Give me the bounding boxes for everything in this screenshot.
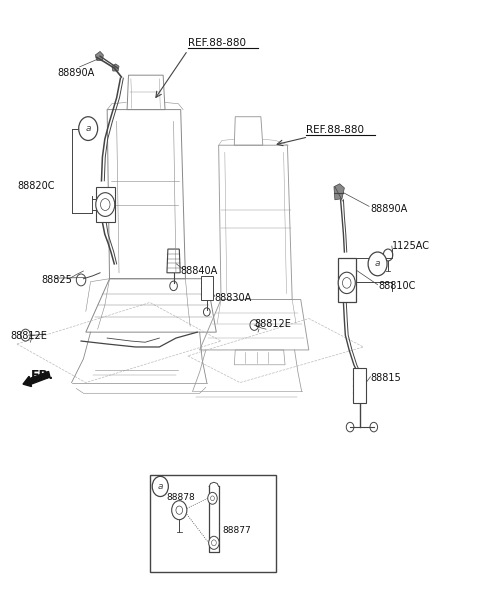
Circle shape xyxy=(384,249,393,261)
Text: 88812E: 88812E xyxy=(254,319,291,329)
Text: 88877: 88877 xyxy=(222,527,251,536)
Text: 88812E: 88812E xyxy=(10,331,47,341)
Circle shape xyxy=(176,506,182,515)
Circle shape xyxy=(76,274,86,286)
FancyArrow shape xyxy=(23,371,50,386)
Bar xyxy=(96,187,115,222)
Bar xyxy=(201,276,213,300)
Text: 88890A: 88890A xyxy=(371,204,408,214)
Text: 88810C: 88810C xyxy=(379,282,416,292)
Text: 88820C: 88820C xyxy=(17,180,55,190)
Circle shape xyxy=(100,199,110,210)
Text: a: a xyxy=(375,259,380,268)
Text: REF.88-880: REF.88-880 xyxy=(306,125,364,135)
Circle shape xyxy=(342,277,351,288)
Circle shape xyxy=(208,492,217,504)
Bar xyxy=(338,258,356,302)
Circle shape xyxy=(152,476,168,497)
Text: 88878: 88878 xyxy=(167,494,195,503)
Text: 88830A: 88830A xyxy=(214,294,251,303)
Circle shape xyxy=(211,496,215,501)
Circle shape xyxy=(338,272,355,294)
Text: a: a xyxy=(85,124,91,133)
Circle shape xyxy=(170,281,178,291)
Polygon shape xyxy=(334,184,344,200)
Circle shape xyxy=(172,501,187,520)
Circle shape xyxy=(368,252,387,276)
Circle shape xyxy=(79,117,97,140)
Text: 88815: 88815 xyxy=(371,373,401,383)
Text: 88825: 88825 xyxy=(42,275,72,285)
Text: REF.88-880: REF.88-880 xyxy=(188,38,246,48)
Bar xyxy=(150,474,276,573)
Polygon shape xyxy=(96,52,103,60)
Text: a: a xyxy=(157,482,163,491)
Circle shape xyxy=(204,308,210,316)
Circle shape xyxy=(370,422,378,432)
Text: FR.: FR. xyxy=(31,369,54,382)
Circle shape xyxy=(96,193,115,216)
Circle shape xyxy=(346,422,354,432)
Text: 1125AC: 1125AC xyxy=(392,241,430,251)
Text: 88840A: 88840A xyxy=(180,266,218,276)
Polygon shape xyxy=(112,64,119,71)
Circle shape xyxy=(250,320,259,331)
Circle shape xyxy=(212,540,216,546)
Circle shape xyxy=(209,536,219,549)
Text: 88890A: 88890A xyxy=(57,68,95,78)
Circle shape xyxy=(21,329,30,341)
Bar xyxy=(353,368,366,403)
